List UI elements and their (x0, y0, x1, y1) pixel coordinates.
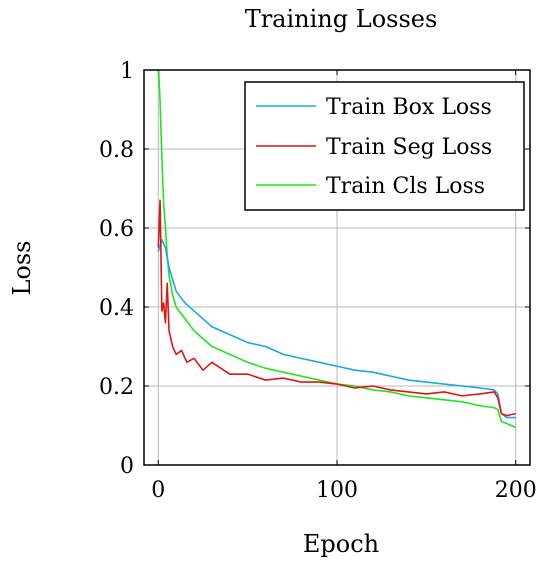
y-tick-label: 0.4 (99, 296, 134, 321)
plot-frame (143, 69, 531, 466)
x-tick-label: 200 (495, 478, 537, 503)
axis-ticks: 0 100 200 0 0.2 0.4 0.6 0.8 1 (99, 59, 537, 503)
x-tick-label: 0 (151, 478, 165, 503)
x-tick-label: 100 (316, 478, 358, 503)
series-lines (157, 70, 517, 429)
series-line-seg-loss (157, 199, 516, 417)
y-tick-label: 0.6 (99, 217, 134, 242)
legend-label-box-loss: Train Box Loss (326, 95, 492, 120)
y-tick-label: 0.8 (99, 138, 134, 163)
legend: Train Box Loss Train Seg Loss Train Cls … (244, 81, 525, 211)
y-tick-label: 0 (120, 454, 134, 479)
legend-label-cls-loss: Train Cls Loss (326, 174, 485, 199)
series-line-box-loss (157, 239, 516, 419)
y-tick-label: 0.2 (99, 375, 134, 400)
legend-label-seg-loss: Train Seg Loss (326, 135, 492, 160)
x-axis-label: Epoch (303, 530, 379, 558)
y-axis-label: Loss (8, 240, 36, 295)
chart-title: Training Losses (245, 5, 438, 33)
y-tick-label: 1 (120, 59, 134, 84)
